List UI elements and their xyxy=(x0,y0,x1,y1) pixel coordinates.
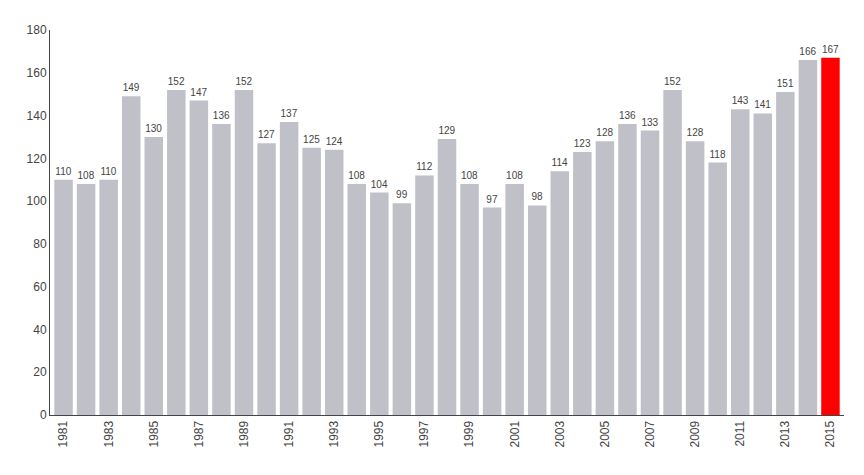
svg-text:108: 108 xyxy=(78,170,95,181)
svg-text:136: 136 xyxy=(619,110,636,121)
svg-text:0: 0 xyxy=(40,408,47,422)
svg-text:110: 110 xyxy=(100,166,116,177)
svg-text:120: 120 xyxy=(27,152,47,166)
svg-text:104: 104 xyxy=(371,179,388,190)
svg-text:141: 141 xyxy=(754,99,771,110)
svg-text:124: 124 xyxy=(326,136,343,147)
svg-text:152: 152 xyxy=(168,76,185,87)
svg-text:147: 147 xyxy=(190,87,207,98)
svg-text:1985: 1985 xyxy=(147,420,161,447)
svg-text:180: 180 xyxy=(27,23,47,37)
svg-text:2007: 2007 xyxy=(643,420,657,447)
svg-text:40: 40 xyxy=(33,323,47,337)
svg-text:98: 98 xyxy=(531,191,543,202)
svg-text:128: 128 xyxy=(596,127,613,138)
svg-text:160: 160 xyxy=(27,66,47,80)
svg-text:1999: 1999 xyxy=(462,420,476,447)
svg-text:1981: 1981 xyxy=(56,420,70,447)
svg-text:143: 143 xyxy=(732,95,749,106)
svg-text:130: 130 xyxy=(145,123,162,134)
svg-text:2015: 2015 xyxy=(823,420,837,447)
svg-text:1993: 1993 xyxy=(327,420,341,447)
svg-text:99: 99 xyxy=(396,189,408,200)
svg-text:149: 149 xyxy=(123,82,140,93)
svg-text:152: 152 xyxy=(235,76,252,87)
svg-text:2013: 2013 xyxy=(778,420,792,447)
svg-text:97: 97 xyxy=(486,194,498,205)
svg-text:133: 133 xyxy=(641,117,658,128)
svg-text:166: 166 xyxy=(799,46,816,57)
svg-text:110: 110 xyxy=(55,166,71,177)
svg-text:108: 108 xyxy=(461,170,478,181)
svg-text:114: 114 xyxy=(552,157,568,168)
svg-text:151: 151 xyxy=(777,78,794,89)
svg-text:167: 167 xyxy=(822,44,839,55)
svg-text:2011: 2011 xyxy=(733,420,747,446)
svg-text:128: 128 xyxy=(687,127,704,138)
svg-text:1991: 1991 xyxy=(282,420,296,447)
svg-text:1987: 1987 xyxy=(192,420,206,447)
svg-text:112: 112 xyxy=(416,161,432,172)
svg-text:125: 125 xyxy=(303,134,320,145)
svg-text:1997: 1997 xyxy=(417,420,431,447)
svg-text:60: 60 xyxy=(33,280,47,294)
svg-text:80: 80 xyxy=(33,237,47,251)
svg-text:137: 137 xyxy=(281,108,298,119)
svg-text:152: 152 xyxy=(664,76,681,87)
svg-text:108: 108 xyxy=(506,170,523,181)
svg-text:2009: 2009 xyxy=(688,420,702,447)
svg-text:140: 140 xyxy=(27,109,47,123)
svg-text:1983: 1983 xyxy=(102,420,116,447)
svg-text:129: 129 xyxy=(438,125,455,136)
svg-text:108: 108 xyxy=(348,170,365,181)
svg-text:100: 100 xyxy=(27,194,47,208)
svg-text:2005: 2005 xyxy=(598,420,612,447)
svg-text:20: 20 xyxy=(33,365,47,379)
svg-text:118: 118 xyxy=(709,149,725,160)
svg-text:123: 123 xyxy=(574,138,591,149)
svg-text:2003: 2003 xyxy=(553,420,567,447)
svg-text:2001: 2001 xyxy=(508,420,522,447)
svg-text:127: 127 xyxy=(258,129,275,140)
svg-text:1995: 1995 xyxy=(372,420,386,447)
svg-text:1989: 1989 xyxy=(237,420,251,447)
svg-text:136: 136 xyxy=(213,110,230,121)
